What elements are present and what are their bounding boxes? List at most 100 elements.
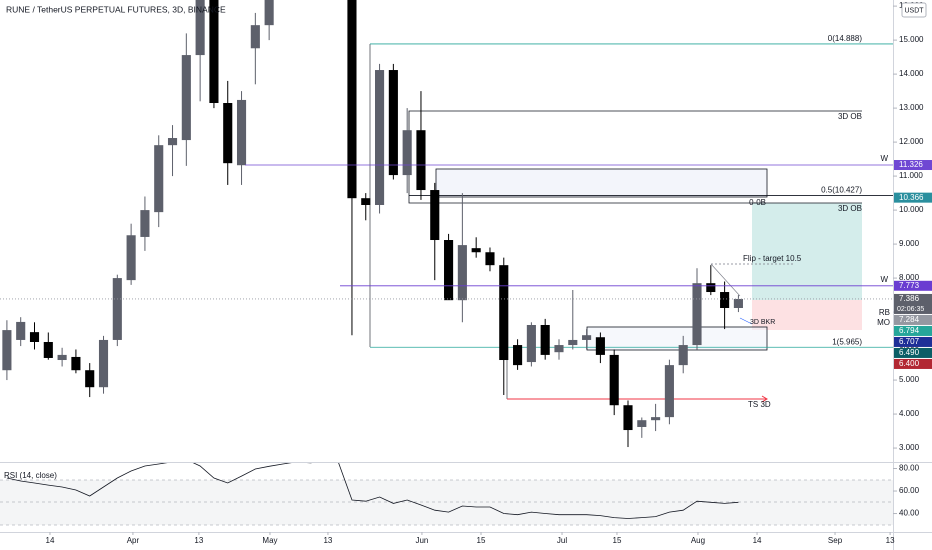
candle-body: [623, 405, 633, 431]
price-tag-label: 7.773: [899, 281, 920, 290]
y-tick-label: 13.000: [899, 103, 924, 112]
fib-label: 0(14.888): [828, 34, 863, 43]
rsi-tick-label: 60.00: [899, 486, 920, 495]
candle-body: [16, 321, 26, 340]
x-tick-label: Aug: [691, 536, 705, 545]
x-tick-label: Jun: [415, 536, 428, 545]
candle-body: [416, 130, 426, 191]
price-tag-label: 7.284: [899, 315, 920, 324]
price-tag: [894, 325, 932, 336]
candle-body: [154, 145, 164, 213]
candle-body: [236, 99, 247, 166]
y-tick-label: 9.000: [899, 239, 920, 248]
y-tick-label: 10.000: [899, 205, 924, 214]
candle-body: [692, 283, 702, 346]
long-target-zone: [752, 203, 862, 300]
x-tick-label: 15: [477, 536, 486, 545]
long-stop-zone: [752, 300, 862, 330]
y-tick-label: 11.000: [899, 171, 923, 180]
y-tick-label: 14.000: [899, 69, 924, 78]
ts-arrow: [761, 395, 768, 403]
axes: 3.0004.0005.0006.0007.0008.0009.00010.00…: [46, 1, 932, 545]
y-tick-label: 15.000: [899, 35, 924, 44]
candle-body: [706, 283, 716, 293]
rsi-title: RSI (14, close): [4, 471, 57, 480]
candle-body: [651, 417, 661, 421]
price-tag: [894, 293, 932, 314]
x-tick-label: 14: [46, 536, 55, 545]
y-tick-label: 8.000: [899, 273, 920, 282]
order-block: [586, 326, 768, 351]
price-tag-label: 7.386: [899, 294, 920, 303]
y-tick-label: 5.000: [899, 375, 920, 384]
candle-body: [526, 324, 536, 363]
x-tick-label: 13: [194, 536, 203, 545]
candle-body: [43, 341, 53, 358]
rsi-pane: [0, 463, 893, 526]
candle-body: [140, 210, 150, 237]
candle-body: [499, 265, 509, 361]
candle-body: [637, 420, 647, 427]
price-tag: [894, 160, 932, 171]
candle-body: [250, 25, 260, 49]
annotation: 0-0B: [749, 198, 766, 207]
candle-body: [388, 70, 398, 176]
annotation: 3D BKR: [750, 319, 775, 326]
candle-body: [29, 332, 40, 342]
candle-body: [430, 190, 440, 241]
price-tag: [894, 336, 932, 347]
annotation: RB: [879, 308, 890, 317]
candle-body: [223, 103, 233, 164]
y-tick-label: 4.000: [899, 409, 920, 418]
chart-title: RUNE / TetherUS PERPETUAL FUTURES, 3D, B…: [6, 4, 226, 14]
x-tick-label: 14: [753, 536, 762, 545]
candle-body: [678, 345, 688, 366]
x-tick-label: 13: [886, 536, 895, 545]
candle-body: [126, 235, 136, 281]
price-tag: [894, 358, 932, 369]
annotation: W: [880, 275, 888, 284]
candle-body: [457, 245, 467, 301]
candle-body: [720, 292, 730, 308]
price-pane: [0, 0, 893, 448]
candle-body: [568, 339, 578, 346]
candle-body: [361, 198, 371, 205]
annotation: 3D OB: [838, 112, 862, 121]
candle-body: [595, 337, 605, 355]
x-tick-label: 15: [613, 536, 622, 545]
rsi-tick-label: 40.00: [899, 509, 920, 518]
candle-body: [540, 324, 550, 355]
candle-body: [444, 240, 454, 301]
x-tick-label: Sep: [828, 536, 843, 545]
y-tick-label: 12.000: [899, 137, 924, 146]
price-tag-label: 10.366: [899, 193, 924, 202]
candle-body: [112, 278, 122, 340]
annotation: W: [880, 154, 888, 163]
candle-body: [609, 354, 619, 406]
price-tag-label: 6.707: [899, 337, 920, 346]
candle-body: [733, 298, 743, 308]
rsi-band: [0, 480, 893, 525]
price-tag-label: 11.326: [899, 160, 923, 169]
candle-body: [582, 335, 592, 340]
x-tick-label: May: [262, 536, 277, 545]
candle-body: [664, 365, 674, 418]
currency-box: [901, 2, 927, 18]
candle-body: [209, 0, 219, 104]
order-block: [435, 168, 768, 198]
candle-body: [513, 345, 523, 366]
x-tick-label: Jul: [557, 536, 567, 545]
x-tick-label: Apr: [127, 536, 140, 545]
rsi-tick-label: 80.00: [899, 464, 920, 473]
annotations: RUNE / TetherUS PERPETUAL FUTURES, 3D, B…: [4, 2, 927, 480]
countdown: 02:06:35: [897, 306, 924, 313]
candle-body: [167, 138, 178, 146]
flip-arrow: [710, 263, 741, 297]
candle-body: [485, 252, 495, 266]
price-tag-label: 6.794: [899, 326, 920, 335]
price-tag: [894, 280, 932, 291]
y-tick-label: 3.000: [899, 443, 920, 452]
annotation: Flip - target 10.5: [743, 254, 802, 263]
candle-body: [347, 0, 357, 199]
